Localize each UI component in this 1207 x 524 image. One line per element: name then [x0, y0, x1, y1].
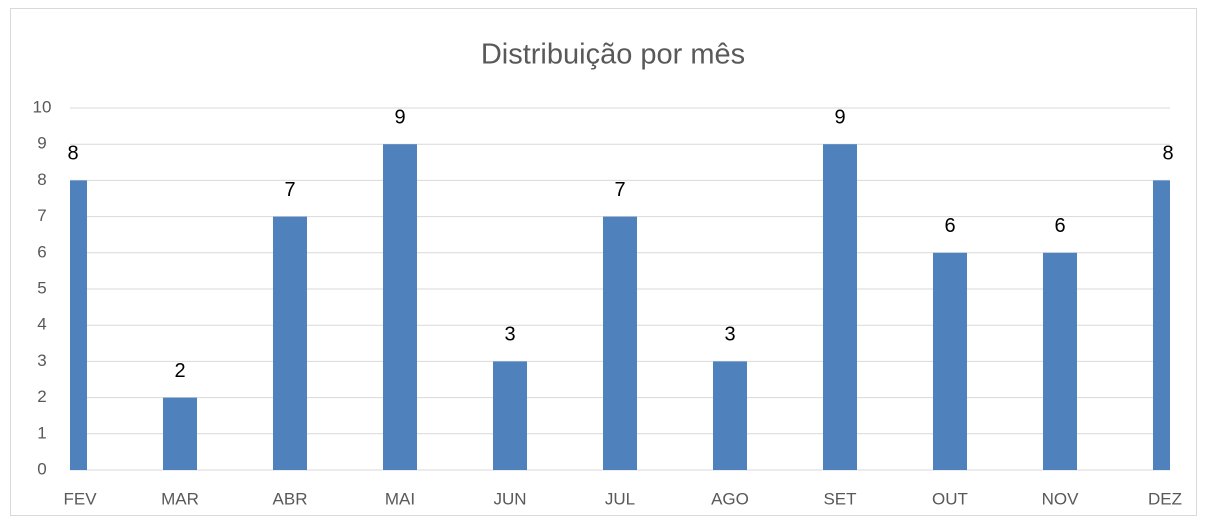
- x-tick-label: MAR: [161, 489, 199, 508]
- bar: [713, 361, 747, 470]
- x-tick-label: DEZ: [1148, 489, 1182, 508]
- data-label: 2: [174, 360, 185, 382]
- y-tick-label: 9: [37, 134, 46, 153]
- y-tick-label: 3: [37, 351, 46, 370]
- bar: [933, 252, 967, 470]
- y-tick-label: 1: [37, 423, 46, 442]
- x-tick-label: MAI: [385, 489, 415, 508]
- y-tick-label: 10: [33, 97, 52, 116]
- data-label: 8: [1162, 143, 1173, 165]
- x-tick-label: OUT: [932, 489, 968, 508]
- chart-title: Distribuição por mês: [481, 39, 745, 71]
- x-tick-label: FEV: [63, 489, 97, 508]
- y-tick-label: 4: [37, 315, 46, 334]
- data-label: 7: [284, 179, 295, 201]
- data-label: 3: [504, 324, 515, 346]
- bar: [383, 144, 417, 470]
- data-label: 7: [614, 179, 625, 201]
- data-label: 3: [724, 324, 735, 346]
- bar: [273, 216, 307, 470]
- y-tick-label: 2: [37, 387, 46, 406]
- bars: [70, 144, 1170, 470]
- y-tick-label: 8: [37, 170, 46, 189]
- bar: [1153, 180, 1170, 470]
- x-tick-label: AGO: [711, 489, 749, 508]
- grid: [70, 107, 1170, 471]
- bar: [823, 144, 857, 470]
- x-tick-label: JUL: [605, 489, 635, 508]
- y-tick-label: 7: [37, 206, 46, 225]
- bar: [70, 180, 87, 470]
- y-tick-label: 6: [37, 242, 46, 261]
- x-tick-label: ABR: [273, 489, 308, 508]
- bar: [603, 216, 637, 470]
- y-tick-label: 5: [37, 278, 46, 297]
- data-label: 6: [1054, 215, 1065, 237]
- data-label: 9: [834, 106, 845, 128]
- x-tick-label: JUN: [493, 489, 526, 508]
- labels: 0 1 2 3 4 5 6 7 8 9 10 FEV 8 MAR 2 ABR 7 MAI 9 JUN 3 JUL 7 AGO 3…: [33, 97, 1182, 508]
- bar: [1043, 252, 1077, 470]
- data-label: 8: [67, 143, 78, 165]
- data-label: 6: [944, 215, 955, 237]
- x-tick-label: SET: [823, 489, 856, 508]
- data-label: 9: [394, 106, 405, 128]
- bar: [163, 397, 197, 470]
- y-tick-label: 0: [37, 459, 46, 478]
- bar: [493, 361, 527, 470]
- x-tick-label: NOV: [1042, 489, 1080, 508]
